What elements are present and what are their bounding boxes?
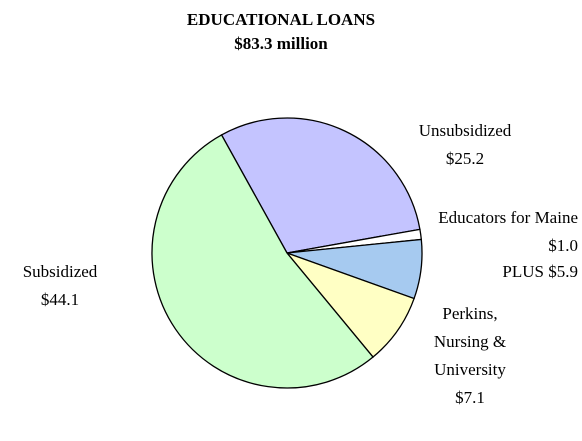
- slice-label: Subsidized $44.1: [0, 258, 120, 314]
- value-label: $44.1: [40, 290, 80, 309]
- chart-subtitle: $83.3 million: [234, 34, 328, 53]
- category-label: Subsidized: [22, 262, 98, 281]
- pie-slice: [220, 117, 421, 254]
- category-label: Perkins, Nursing & University: [433, 304, 507, 379]
- category-label: Unsubsidized: [418, 121, 512, 140]
- value-label: $7.1: [455, 388, 485, 407]
- slice-label: Unsubsidized $25.2: [400, 117, 530, 173]
- chart-title: EDUCATIONAL LOANS: [186, 10, 376, 29]
- category-label: Educators for Maine: [438, 208, 578, 227]
- slice-label: Perkins, Nursing & University $7.1: [425, 300, 515, 412]
- value-label: $25.2: [445, 149, 485, 168]
- slice-label: PLUS $5.9: [438, 258, 578, 286]
- slice-label: Educators for Maine $1.0: [438, 204, 578, 260]
- category-label: PLUS: [502, 262, 544, 281]
- value-label: $1.0: [548, 236, 578, 255]
- value-label: $5.9: [548, 262, 578, 281]
- pie-slice: [151, 134, 374, 389]
